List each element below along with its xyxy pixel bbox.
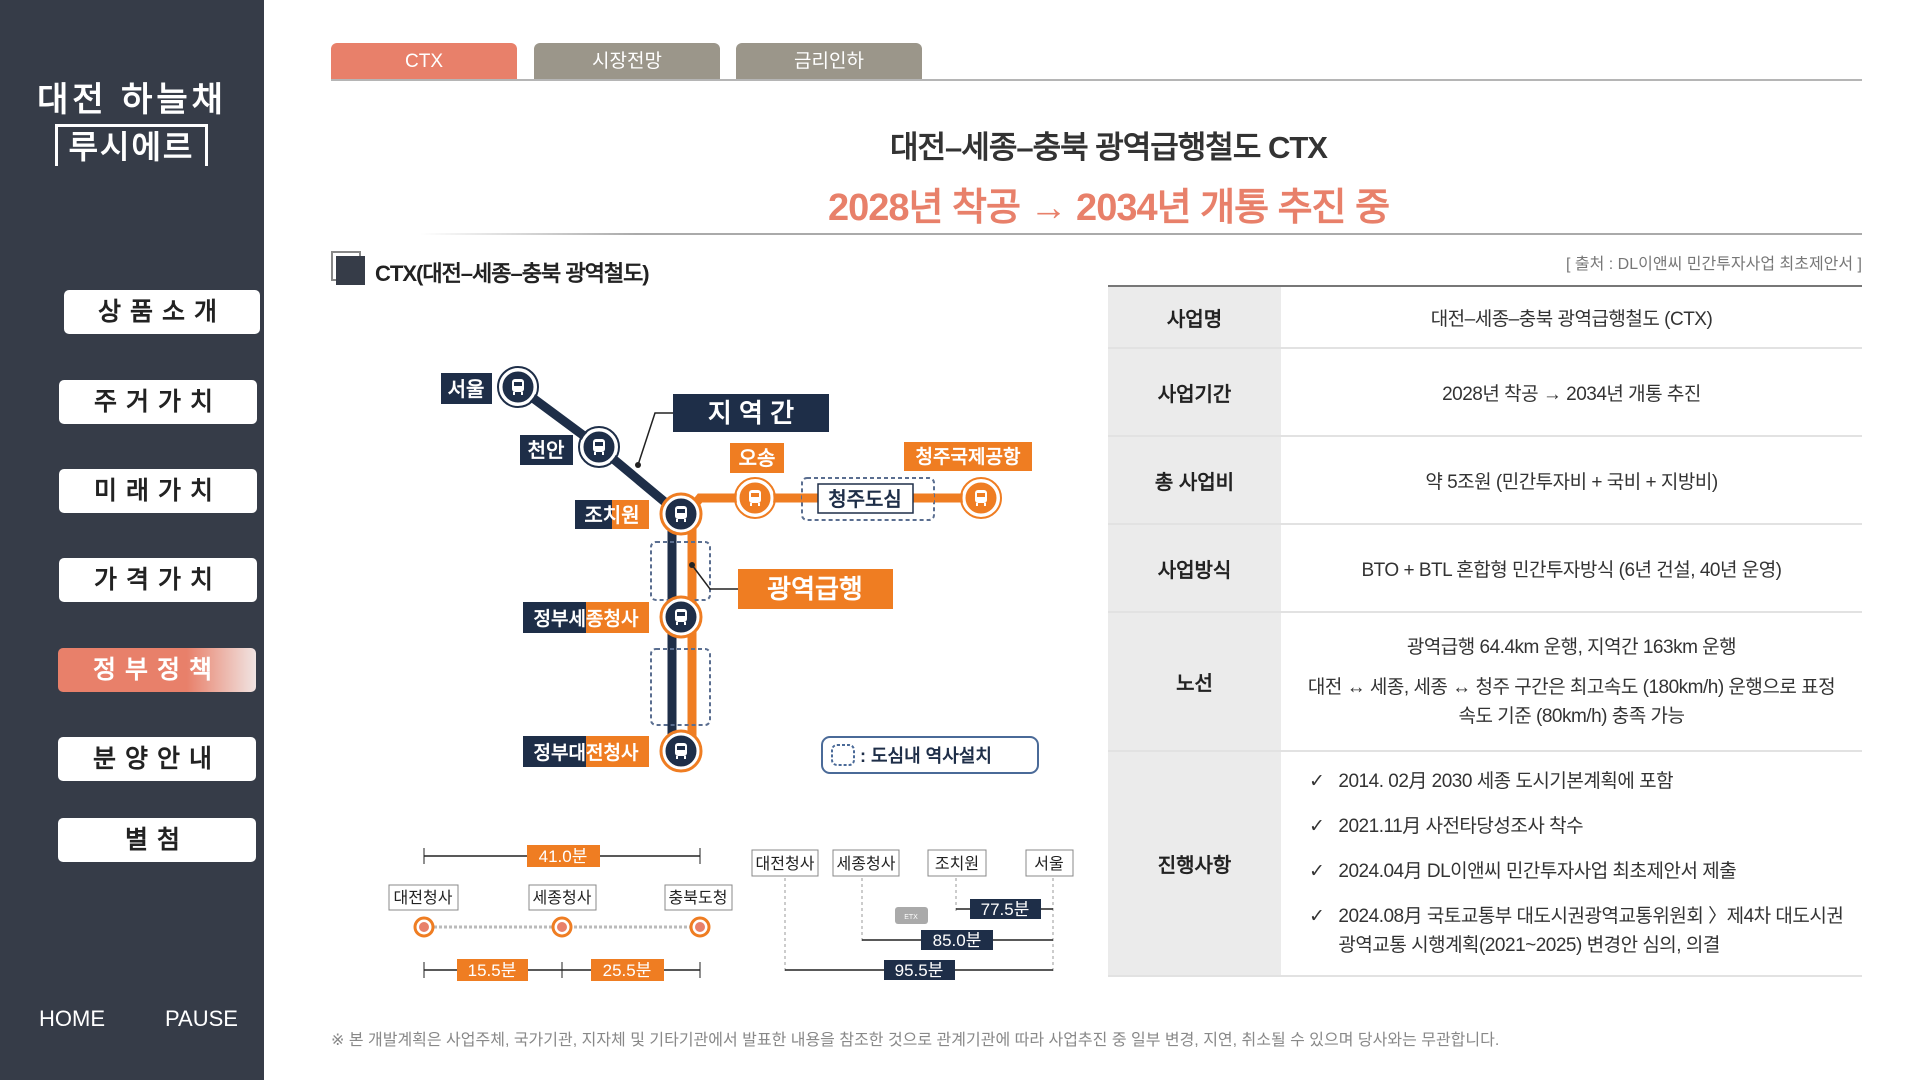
station-sejong: [659, 595, 703, 639]
row-label: 총 사업비: [1108, 437, 1281, 523]
progress-item: ✓ 2024.08月 국토교통부 대도시권광역교통위원회 〉제4차 대도시권 광역…: [1309, 902, 1850, 960]
time-seg1: 15.5분: [468, 961, 517, 980]
nav-sales-info[interactable]: 분양안내: [58, 737, 256, 781]
etx-badge: ETX: [904, 914, 918, 921]
legend-label: : 도심내 역사설치: [860, 746, 992, 766]
section-title: CTX(대전–세종–충북 광역철도): [375, 261, 650, 286]
stop-label: 세종청사: [837, 855, 896, 873]
row-value: 약 5조원 (민간투자비 + 국비 + 지방비): [1425, 471, 1718, 493]
sidebar: 대전 하늘채 루시에르 상품소개 주거가치 미래가치 가격가치 정부정책 분양안…: [0, 0, 264, 1080]
row-label: 노선: [1108, 613, 1281, 750]
nav-product-intro[interactable]: 상품소개: [64, 290, 260, 334]
brand-subname: 루시에르: [55, 124, 208, 166]
nav-government-policy[interactable]: 정부정책: [58, 648, 256, 692]
check-icon: ✓: [1309, 861, 1325, 882]
station-label-jochiwon: 조치원: [584, 504, 639, 527]
home-button[interactable]: HOME: [39, 1006, 105, 1031]
tab-rate-cut[interactable]: 금리인하: [736, 43, 922, 80]
station-label-daejeon: 정부대전청사: [534, 742, 639, 764]
table-row: 사업방식 BTO + BTL 혼합형 민간투자방식 (6년 건설, 40년 운영): [1108, 525, 1862, 613]
stop-label: 대전청사: [394, 889, 453, 907]
time-jochiwon-seoul: 77.5분: [981, 900, 1030, 919]
nav-future-value[interactable]: 미래가치: [59, 469, 257, 513]
table-row: 진행사항 ✓ 2014. 02月 2030 세종 도시기본계획에 포함 ✓ 2021…: [1108, 752, 1862, 977]
row-value: BTO + BTL 혼합형 민간투자방식 (6년 건설, 40년 운영): [1361, 559, 1782, 581]
station-jochiwon: [659, 492, 703, 536]
row-label: 진행사항: [1108, 752, 1281, 975]
row-label: 사업기간: [1108, 349, 1281, 435]
station-label-sejong: 정부세종청사: [534, 608, 639, 630]
progress-item: ✓ 2014. 02月 2030 세종 도시기본계획에 포함: [1309, 767, 1674, 796]
check-icon: ✓: [1309, 816, 1325, 837]
station-label-airport: 청주국제공항: [916, 446, 1021, 468]
nav-appendix[interactable]: 별첨: [58, 818, 256, 862]
progress-text: 2024.04月 DL이앤씨 민간투자사업 최초제안서 제출: [1338, 861, 1737, 882]
station-seoul: [497, 366, 539, 408]
table-row: 사업기간 2028년 착공 → 2034년 개통 추진: [1108, 349, 1862, 437]
stop-label: 대전청사: [756, 855, 815, 873]
tab-market-outlook[interactable]: 시장전망: [534, 43, 720, 80]
station-label-cheonan: 천안: [528, 439, 565, 462]
check-icon: ✓: [1309, 771, 1325, 792]
project-info-table: 사업명 대전–세종–충북 광역급행철도 (CTX) 사업기간 2028년 착공 → …: [1108, 285, 1862, 977]
regional-tag: 지 역 간: [708, 398, 794, 428]
section-square-icon: [331, 251, 365, 285]
downtown-station-zone: [650, 541, 711, 601]
row-value: 2028년 착공 → 2034년 개통 추진: [1442, 383, 1701, 405]
progress-text: 2021.11月 사전타당성조사 착수: [1338, 816, 1584, 837]
time-sejong-seoul: 85.0분: [933, 931, 982, 950]
stop-label: 조치원: [935, 855, 979, 873]
stop-label: 충북도청: [669, 889, 728, 907]
downtown-station-zone: [650, 648, 711, 726]
progress-item: ✓ 2021.11月 사전타당성조사 착수: [1309, 812, 1584, 841]
table-row: 총 사업비 약 5조원 (민간투자비 + 국비 + 지방비): [1108, 437, 1862, 525]
station-airport: [960, 477, 1002, 519]
page-subtitle: 2028년 착공 → 2034년 개통 추진 중: [827, 187, 1390, 229]
table-row: 사업명 대전–세종–충북 광역급행철도 (CTX): [1108, 285, 1862, 349]
station-cheonan: [578, 426, 620, 468]
source-note: [ 출처 : DL이앤씨 민간투자사업 최초제안서 ]: [1566, 256, 1862, 273]
disclaimer: ※ 본 개발계획은 사업주체, 국가기관, 지자체 및 기타기관에서 발표한 내…: [331, 1032, 1500, 1049]
station-osong: [734, 477, 776, 519]
header-divider: [420, 233, 1862, 235]
timing-right: 대전청사 세종청사 조치원 서울 ETX 77.5분 85.0분 95.5분: [751, 849, 1074, 980]
time-daejeon-seoul: 95.5분: [895, 961, 944, 980]
check-icon: ✓: [1309, 906, 1325, 927]
timing-left: 41.0분 대전청사 세종청사 충북도청 15.5분 25.5분: [388, 845, 733, 981]
progress-text: 2024.08月 국토교통부 대도시권광역교통위원회 〉제4차 대도시권 광역교…: [1338, 906, 1844, 956]
progress-text: 2014. 02月 2030 세종 도시기본계획에 포함: [1338, 771, 1674, 792]
row-value: 대전–세종–충북 광역급행철도 (CTX): [1430, 308, 1713, 330]
express-line: [687, 493, 981, 751]
time-seg2: 25.5분: [603, 961, 652, 980]
nav-living-value[interactable]: 주거가치: [59, 380, 257, 424]
time-total-left: 41.0분: [539, 847, 588, 866]
tab-underline: [331, 79, 1862, 81]
brand-name: 대전 하늘채: [37, 81, 227, 119]
dashed-box-icon: [831, 744, 855, 766]
stop-label: 세종청사: [533, 889, 592, 907]
tab-ctx[interactable]: CTX: [331, 43, 517, 80]
page-title: 대전–세종–충북 광역급행철도 CTX: [890, 130, 1328, 165]
row-value: 대전 ↔ 세종, 세종 ↔ 청주 구간은 최고속도 (180km/h) 운행으로…: [1307, 677, 1836, 727]
row-value: 광역급행 64.4km 운행, 지역간 163km 운행: [1406, 637, 1737, 658]
row-label: 사업명: [1108, 287, 1281, 347]
station-label-osong: 오송: [739, 447, 776, 470]
station-label-seoul: 서울: [448, 378, 485, 401]
pause-button[interactable]: PAUSE: [165, 1006, 238, 1031]
express-tag: 광역급행: [767, 574, 863, 604]
nav-price-value[interactable]: 가격가치: [59, 558, 257, 602]
progress-item: ✓ 2024.04月 DL이앤씨 민간투자사업 최초제안서 제출: [1309, 857, 1737, 886]
row-label: 사업방식: [1108, 525, 1281, 611]
station-daejeon: [659, 729, 703, 773]
stop-label: 서울: [1034, 855, 1063, 873]
station-label-cheongju-downtown: 청주도심: [828, 488, 902, 511]
